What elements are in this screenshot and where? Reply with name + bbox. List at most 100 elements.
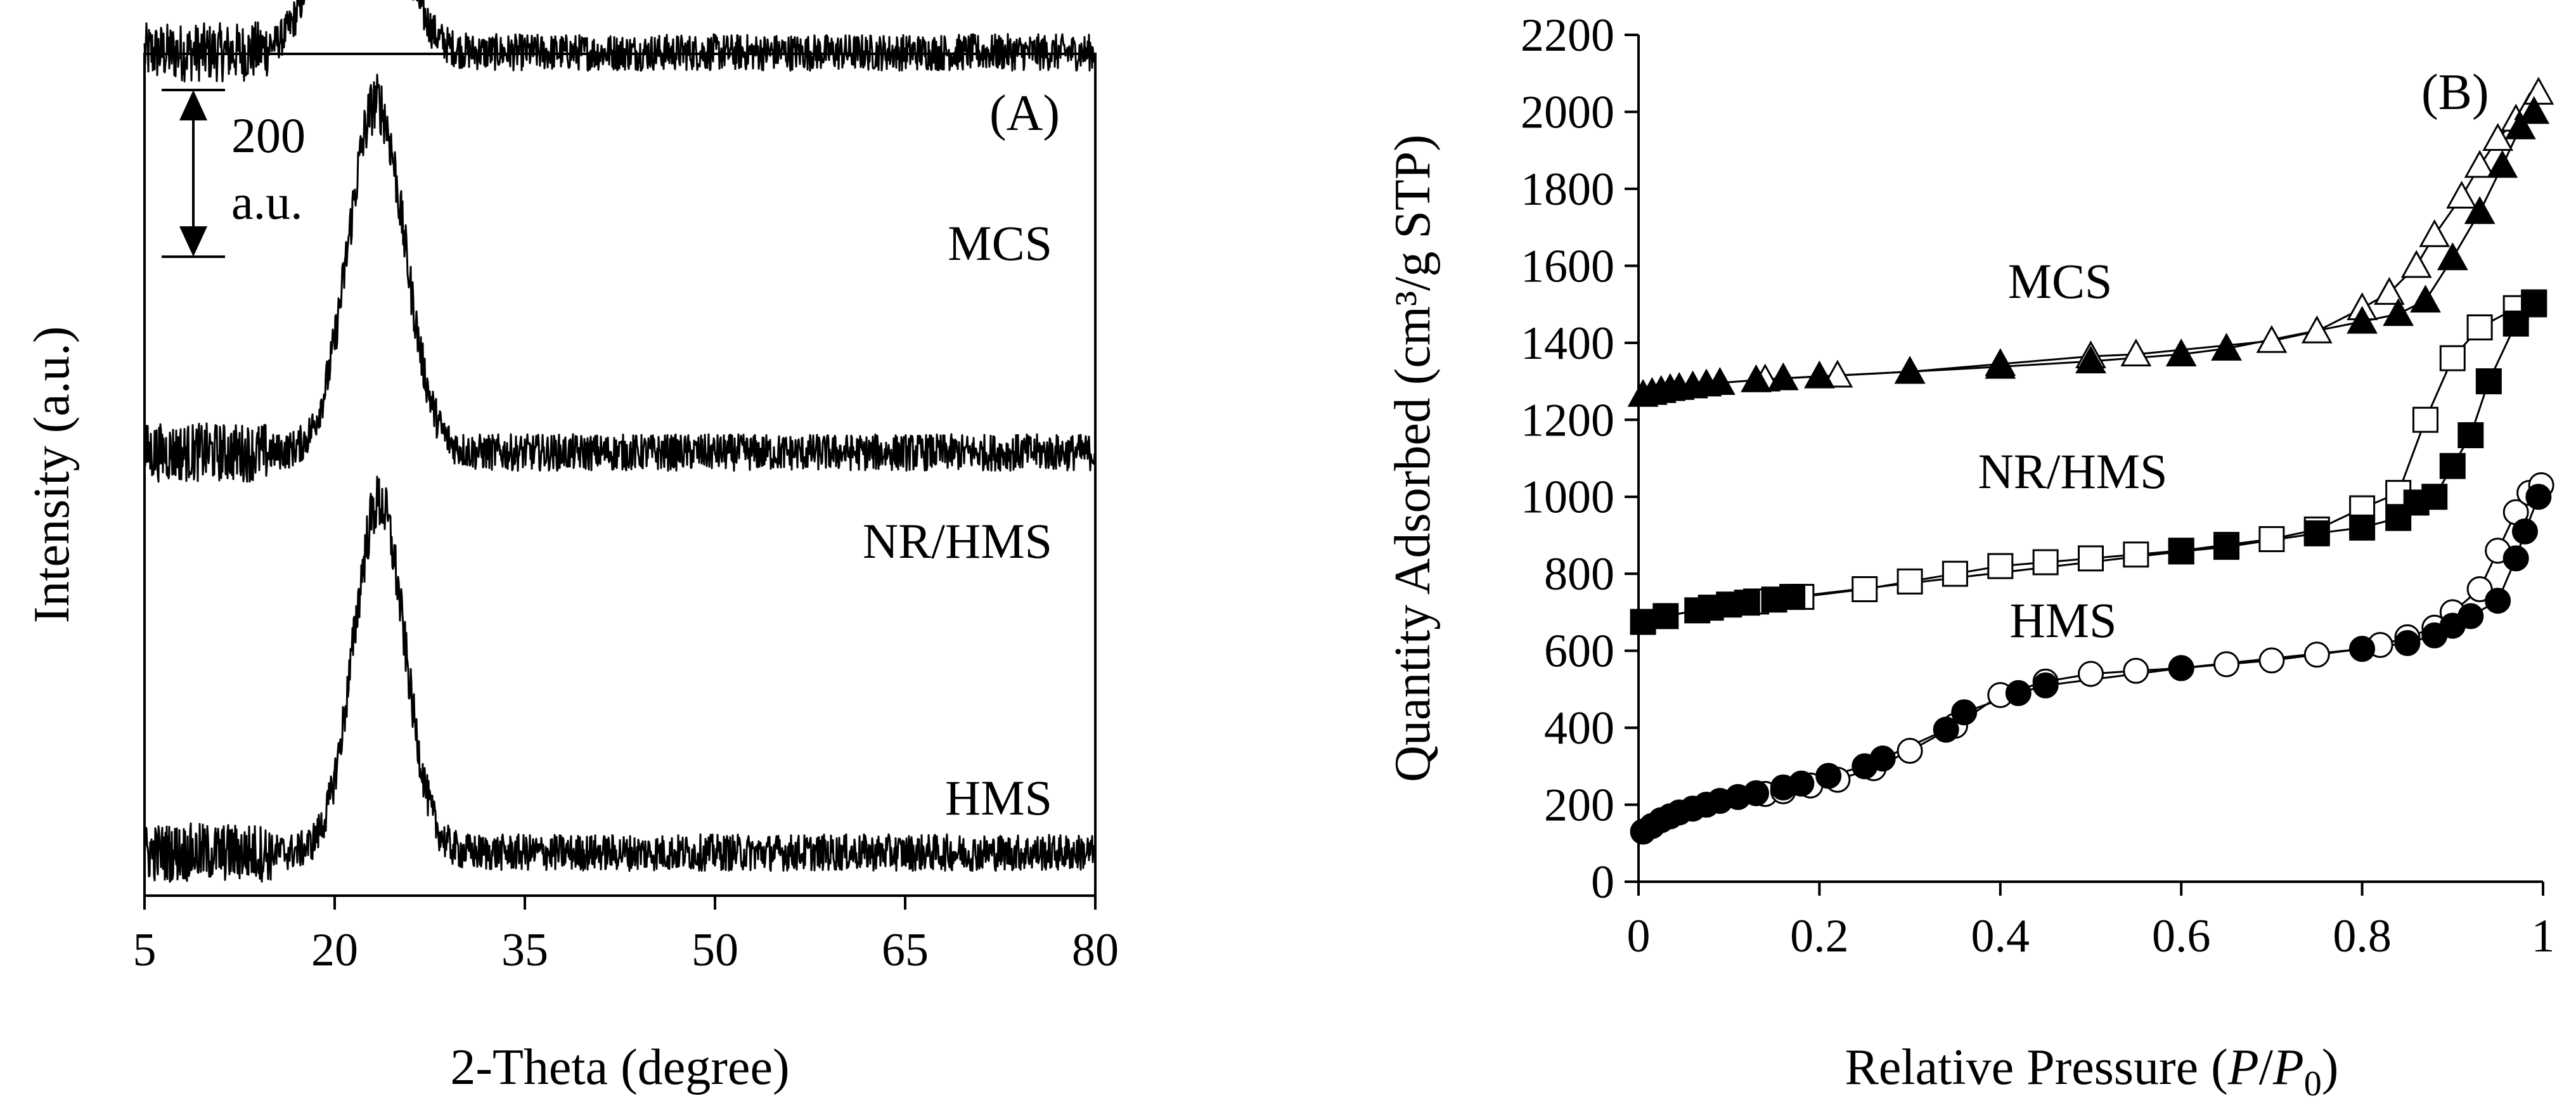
marker-mcs-adsorption: [2075, 345, 2106, 373]
marker-mcs-desorption: [2446, 181, 2477, 209]
marker-nr-hms-adsorption: [1779, 584, 1806, 610]
marker-mcs-desorption: [2301, 315, 2333, 344]
panel-b-y-tick-label: 2000: [1521, 86, 1614, 138]
panel-a-label: (A): [989, 86, 1060, 141]
marker-nr-hms-adsorption: [2457, 422, 2484, 449]
panel-b-x-tick-label: 0: [1627, 910, 1651, 962]
marker-nr-hms-adsorption: [1734, 590, 1760, 616]
marker-nr-hms-desorption: [1942, 560, 1968, 587]
marker-nr-hms-adsorption: [2502, 310, 2529, 337]
marker-hms-desorption: [2303, 641, 2330, 668]
marker-hms-adsorption: [1788, 770, 1815, 797]
panel-b-y-tick-label: 1400: [1521, 318, 1614, 370]
panel-b-y-tick-label: 600: [1544, 626, 1614, 678]
marker-nr-hms-adsorption: [2439, 453, 2466, 479]
marker-nr-hms-adsorption: [2421, 484, 2448, 510]
panel-a-x-tick-label: 50: [692, 924, 738, 976]
marker-hms-desorption: [2213, 651, 2240, 678]
xrd-trace-hms: [143, 475, 1097, 883]
panel-a-x-tick-label: 80: [1072, 924, 1119, 976]
marker-mcs-adsorption: [1804, 360, 1835, 389]
panel-a-x-tick-label: 35: [501, 924, 548, 976]
panel-b-y-tick-label: 2200: [1521, 10, 1614, 61]
marker-mcs-adsorption: [2437, 242, 2468, 271]
marker-mcs-adsorption: [1985, 351, 2016, 379]
marker-nr-hms-desorption: [2078, 545, 2104, 572]
panel-b-y-tick-label: 1600: [1521, 240, 1614, 292]
scale-bar-down-arrow: [179, 226, 207, 257]
marker-hms-adsorption: [2485, 588, 2511, 614]
marker-mcs-adsorption: [2464, 196, 2496, 224]
marker-mcs-desorption: [2482, 123, 2514, 151]
marker-nr-hms-adsorption: [2475, 368, 2502, 395]
marker-mcs-adsorption: [1767, 362, 1799, 390]
marker-hms-adsorption: [1743, 780, 1770, 806]
marker-mcs-adsorption: [2165, 338, 2197, 367]
panel-b-x-axis-title: Relative Pressure (P/P0): [1845, 1040, 2339, 1104]
marker-nr-hms-adsorption: [2521, 291, 2547, 318]
scale-bar-value: 200: [231, 108, 306, 163]
panel-a-x-ticks: 5 20 35 50 65 80: [133, 896, 1119, 976]
marker-mcs-desorption: [2120, 338, 2152, 367]
marker-mcs-desorption: [1822, 359, 1853, 388]
panel-b-x-tick-label: 0.4: [1971, 910, 2030, 962]
marker-mcs-desorption: [2374, 276, 2405, 305]
marker-hms-adsorption: [2457, 603, 2484, 629]
marker-hms-adsorption: [2525, 484, 2552, 510]
panel-a-x-tick-label: 65: [882, 924, 929, 976]
marker-hms-adsorption: [2032, 672, 2059, 699]
marker-hms-desorption: [2078, 661, 2104, 687]
panel-b-y-tick-label: 0: [1591, 856, 1614, 908]
panel-b-y-tick-label: 1000: [1521, 472, 1614, 524]
panel-b-isotherm-chart: 0 200 400 600 800 1000 1200 1400 1600 1800 2000 220…: [1385, 10, 2555, 1104]
xrd-trace-nr-hms: [143, 74, 1097, 483]
panel-b-y-tick-label: 1800: [1521, 164, 1614, 216]
marker-mcs-adsorption: [2347, 306, 2378, 334]
marker-nr-hms-desorption: [2412, 406, 2438, 433]
marker-hms-adsorption: [1869, 745, 1896, 772]
panel-a-label-hms: HMS: [945, 770, 1052, 825]
panel-a-xrd-chart: 5 20 35 50 65 80 200 a.u. (A) MCS NR/HMS HMS …: [24, 0, 1119, 1095]
marker-nr-hms-adsorption: [1630, 609, 1656, 635]
marker-hms-adsorption: [2502, 545, 2529, 572]
panel-a-scale-bar: 200 a.u.: [162, 89, 306, 258]
marker-nr-hms-desorption: [1852, 576, 1878, 602]
marker-hms-adsorption: [2349, 636, 2376, 662]
panel-b-label-hms: HMS: [2009, 593, 2116, 648]
marker-mcs-adsorption: [1704, 367, 1736, 395]
panel-b-label-mcs: MCS: [2008, 254, 2113, 309]
marker-hms-adsorption: [2168, 655, 2194, 681]
scale-bar-unit: a.u.: [231, 174, 303, 229]
marker-nr-hms-desorption: [2439, 345, 2466, 371]
panel-b-x-tick-label: 0.2: [1790, 910, 1849, 962]
panel-b-y-tick-label: 800: [1544, 548, 1614, 600]
panel-b-ticks: 0 200 400 600 800 1000 1200 1400 1600 1800 2000 220…: [1521, 10, 2555, 962]
marker-hms-desorption: [2258, 647, 2285, 674]
marker-mcs-desorption: [2256, 325, 2288, 353]
marker-nr-hms-desorption: [2032, 549, 2059, 576]
marker-hms-adsorption: [2005, 680, 2032, 706]
marker-nr-hms-desorption: [2123, 541, 2149, 568]
marker-mcs-adsorption: [2487, 150, 2518, 178]
marker-nr-hms-adsorption: [2303, 520, 2330, 546]
panel-b-y-tick-label: 200: [1544, 780, 1614, 832]
marker-hms-adsorption: [1815, 763, 1842, 789]
panel-b-y-tick-label: 400: [1544, 702, 1614, 754]
marker-nr-hms-desorption: [1987, 553, 2014, 579]
marker-nr-hms-adsorption: [2213, 534, 2240, 560]
marker-hms-adsorption: [2394, 629, 2421, 656]
panel-a-frame: [143, 53, 1097, 897]
panel-b-label: (B): [2421, 65, 2489, 120]
marker-hms-desorption: [2123, 657, 2149, 684]
scale-bar-up-arrow: [179, 90, 207, 120]
panel-a-label-mcs: MCS: [948, 216, 1052, 271]
marker-hms-desorption: [2466, 576, 2493, 602]
panel-b-x-tick-label: 1: [2532, 910, 2555, 962]
marker-mcs-desorption: [2523, 77, 2554, 105]
marker-nr-hms-desorption: [2466, 314, 2493, 341]
panel-b-x-tick-label: 0.6: [2152, 910, 2211, 962]
marker-hms-adsorption: [2511, 518, 2538, 545]
panel-a-x-tick-label: 20: [311, 924, 358, 976]
marker-mcs-desorption: [2419, 219, 2450, 247]
